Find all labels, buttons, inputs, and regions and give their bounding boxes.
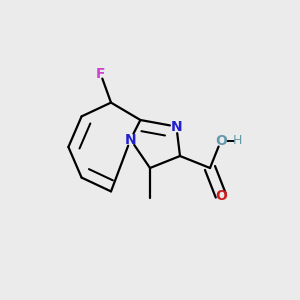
Text: O: O	[215, 134, 227, 148]
Text: H: H	[232, 134, 242, 148]
Text: O: O	[215, 189, 227, 202]
Text: F: F	[96, 67, 105, 80]
Text: N: N	[171, 120, 182, 134]
Text: N: N	[125, 133, 136, 146]
